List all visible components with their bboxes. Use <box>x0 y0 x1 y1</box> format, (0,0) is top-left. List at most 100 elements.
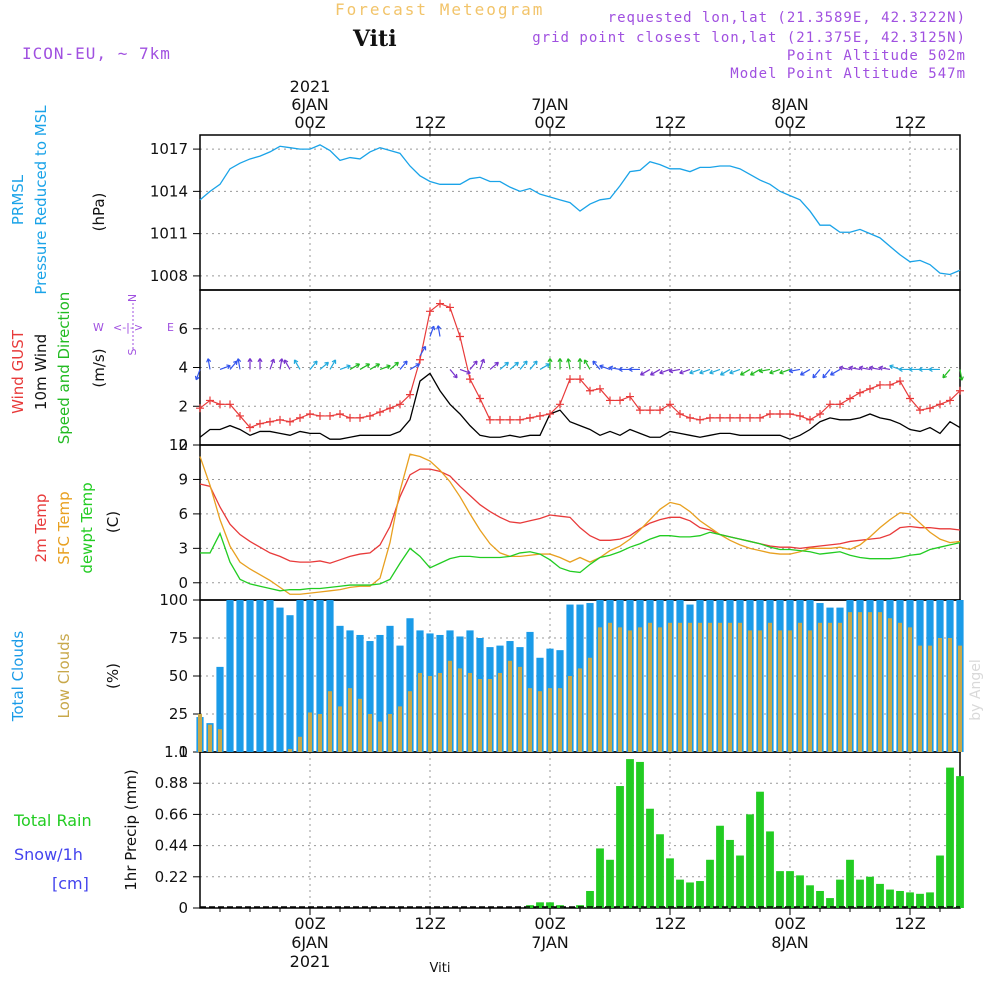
low-cloud-bar <box>837 622 843 752</box>
wind-direction-arrow <box>566 358 572 370</box>
gust-point <box>276 415 284 424</box>
low-cloud-bar <box>217 729 223 752</box>
x-tick-label-top: 00Z <box>294 113 325 132</box>
wind-direction-arrow <box>592 360 601 370</box>
gust-point <box>716 413 724 422</box>
wind-direction-arrow <box>283 359 291 370</box>
low-cloud-bar <box>497 672 503 752</box>
low-cloud-bar <box>577 668 583 752</box>
rain-bar <box>546 902 554 908</box>
low-cloud-bar <box>927 645 933 752</box>
wind-direction-arrow <box>194 369 201 381</box>
y-tick-label: 0.22 <box>155 868 188 886</box>
total-cloud-bar <box>316 600 324 752</box>
rain-bar <box>536 902 544 908</box>
gust-point <box>936 400 944 409</box>
gust-point <box>806 415 814 424</box>
low-cloud-bar <box>507 660 513 752</box>
wind-direction-arrow <box>889 364 901 371</box>
y-tick-label: 2 <box>178 397 188 415</box>
gust-point <box>466 375 474 384</box>
sfc-temp-label: SFC Temp <box>55 491 73 564</box>
gust-point <box>386 404 394 413</box>
wind-direction-arrow <box>942 369 951 379</box>
pressure-line <box>199 144 961 276</box>
gust-point <box>506 415 514 424</box>
low-cloud-bar <box>287 748 293 752</box>
total-cloud-bar <box>376 634 384 752</box>
wind-direction-arrow <box>788 368 801 374</box>
gust-point <box>476 394 484 403</box>
low-cloud-bar <box>197 714 203 752</box>
total-cloud-bar <box>326 600 334 752</box>
low-cloud-bar <box>337 706 343 752</box>
wind-direction-arrow <box>649 368 661 376</box>
gust-point <box>756 413 764 422</box>
low-cloud-bar <box>707 622 713 752</box>
wind-direction-arrow <box>908 366 920 373</box>
wind-direction-arrow <box>206 358 212 370</box>
low-cloud-bar <box>477 679 483 752</box>
low-cloud-bar <box>767 622 773 752</box>
low-cloud-bar <box>437 672 443 752</box>
gust-point <box>866 384 874 393</box>
wind-direction-arrow <box>689 368 701 375</box>
wind-direction-arrow <box>719 368 731 376</box>
total-cloud-bar <box>246 600 254 752</box>
point-altitude: Point Altitude 502m <box>786 48 966 64</box>
rain-bar <box>746 814 754 908</box>
wind-direction-arrow <box>812 369 821 379</box>
low-cloud-bar <box>857 612 863 752</box>
gust-point <box>956 386 964 395</box>
panel-frame <box>199 444 961 601</box>
low-cloud-bar <box>537 691 543 752</box>
gust-point <box>846 394 854 403</box>
gust-point <box>586 386 594 395</box>
low-cloud-bar <box>897 622 903 752</box>
gust-point <box>536 411 544 420</box>
gust-point <box>906 394 914 403</box>
rain-bar <box>696 881 704 908</box>
low-cloud-bar <box>657 627 663 752</box>
low-cloud-bar <box>737 622 743 752</box>
wind-direction-arrow <box>749 368 761 376</box>
x-tick-label-bottom: 00Z <box>774 914 805 933</box>
low-cloud-bar <box>467 672 473 752</box>
rain-bar <box>906 892 914 908</box>
y-tick-label: 6 <box>178 320 188 338</box>
watermark: by Angel <box>968 659 984 720</box>
wind-direction-arrow <box>668 368 681 374</box>
gust-point <box>856 388 864 397</box>
wind-direction-arrow <box>409 363 421 370</box>
gust-point <box>776 410 784 418</box>
wind-direction-arrow <box>618 366 630 373</box>
gust-point <box>256 419 264 428</box>
wind-direction-arrow <box>599 364 611 371</box>
gust-point <box>686 413 694 422</box>
y-tick-label: 1008 <box>150 267 188 285</box>
low-cloud-bar <box>347 688 353 752</box>
rain-bar <box>716 825 724 908</box>
gust-point <box>266 417 274 426</box>
wind-direction-arrow <box>236 358 242 370</box>
precip-unit: 1hr Precip (mm) <box>122 769 140 890</box>
panel-frame <box>199 134 961 291</box>
wind-direction-arrow <box>489 361 499 370</box>
compass-s: S <box>126 348 139 355</box>
day-label-bottom: 7JAN <box>531 933 569 952</box>
low-cloud-bar <box>827 622 833 752</box>
low-cloud-bar <box>647 622 653 752</box>
compass-n: N <box>126 294 139 302</box>
gust-point <box>636 406 644 415</box>
day-label-bottom: 6JAN <box>291 933 329 952</box>
low-cloud-bar <box>487 679 493 752</box>
rain-bar <box>956 776 964 908</box>
wind-direction-arrow <box>329 359 337 370</box>
y-tick-label: 1011 <box>150 225 188 243</box>
pressure-label-short: PRMSL <box>9 174 27 225</box>
gust-point <box>376 408 384 417</box>
gust-point <box>836 400 844 409</box>
total-cloud-bar <box>366 641 374 752</box>
total-cloud-bar <box>356 634 364 752</box>
